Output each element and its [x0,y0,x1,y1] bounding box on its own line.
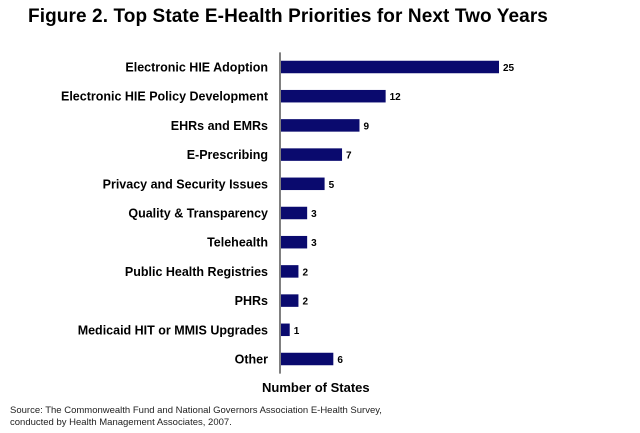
value-label: 3 [311,238,317,249]
category-label: Quality & Transparency [128,207,268,221]
bar [281,119,360,132]
bar [281,148,343,161]
category-label: E-Prescribing [187,148,268,162]
x-axis-label: Number of States [262,380,370,395]
value-label: 2 [302,267,308,278]
category-label: Electronic HIE Policy Development [61,90,269,104]
category-labels: Electronic HIE Adoption Electronic HIE Po… [61,61,269,367]
bar [281,352,334,366]
bar [281,235,308,249]
value-label: 7 [346,151,352,162]
bar [281,265,299,278]
category-label: Electronic HIE Adoption [125,61,268,75]
value-label: 3 [311,209,317,220]
value-label: 25 [503,63,515,74]
bar [281,294,299,307]
value-label: 1 [294,326,300,337]
bar [281,89,386,103]
value-label: 6 [337,355,343,366]
value-label: 5 [329,180,335,191]
category-label: Medicaid HIT or MMIS Upgrades [78,323,268,337]
source-line-2: conducted by Health Management Associate… [10,417,232,428]
bar [281,177,325,191]
value-label: 2 [302,297,308,308]
chart-title: Figure 2. Top State E-Health Priorities … [28,6,548,27]
bar [281,60,499,74]
category-label: EHRs and EMRs [171,119,268,133]
category-label: Public Health Registries [125,265,268,279]
category-label: PHRs [235,294,268,308]
bar [281,323,290,337]
value-label: 9 [363,121,369,132]
category-label: Telehealth [207,236,268,250]
bar [281,206,308,220]
source-line-1: Source: The Commonwealth Fund and Nation… [10,405,382,416]
bars [281,60,499,366]
value-label: 12 [390,92,402,103]
category-label: Privacy and Security Issues [103,177,268,191]
value-labels: 25 12 9 7 5 3 3 2 2 1 6 [294,63,515,366]
source-note: Source: The Commonwealth Fund and Nation… [10,405,430,429]
category-label: Other [235,353,268,367]
